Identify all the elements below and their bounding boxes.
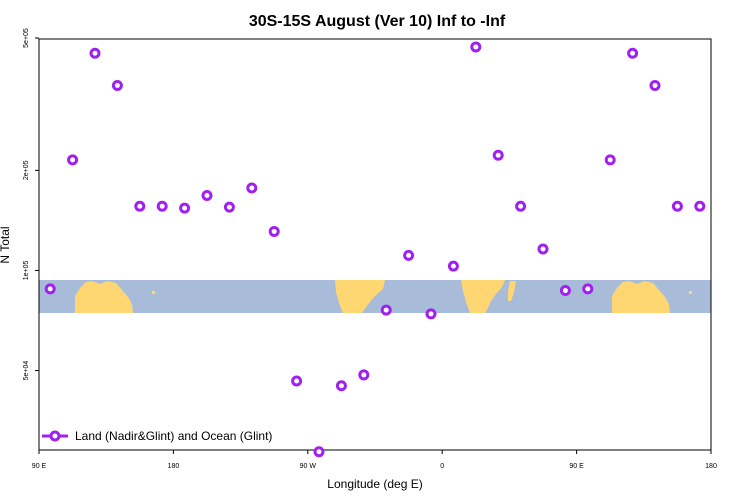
y-tick-label: 2e+05	[23, 160, 30, 180]
data-point	[403, 249, 415, 261]
plot-frame	[38, 38, 712, 451]
land-island	[152, 291, 155, 294]
legend-marker	[49, 430, 61, 442]
land-africa	[461, 280, 505, 313]
data-point	[537, 243, 549, 255]
data-point	[425, 308, 437, 320]
y-tick-label: 5e+04	[23, 361, 30, 381]
land-island	[689, 291, 692, 294]
x-tick-label: 90 E	[32, 463, 47, 470]
map-band	[39, 280, 711, 313]
data-point	[358, 369, 370, 381]
data-point	[649, 79, 661, 91]
data-point	[492, 149, 504, 161]
data-point	[559, 285, 571, 297]
data-point	[156, 200, 168, 212]
x-tick-label: 90 W	[300, 463, 317, 470]
data-point	[470, 41, 482, 53]
data-point	[313, 446, 325, 458]
y-tick-label: 1e+05	[23, 261, 30, 281]
data-point	[291, 375, 303, 387]
legend: Land (Nadir&Glint) and Ocean (Glint)	[42, 429, 272, 443]
data-points	[44, 41, 706, 458]
x-tick-label: 180	[168, 463, 180, 470]
data-point	[223, 201, 235, 213]
data-point	[179, 202, 191, 214]
data-point	[246, 182, 258, 194]
data-point	[268, 225, 280, 237]
data-point	[89, 47, 101, 59]
land-australia-repeat	[612, 281, 670, 313]
data-point	[582, 283, 594, 295]
x-axis: 90 E 180 90 W 0 90 E 180	[32, 450, 717, 470]
data-point	[627, 47, 639, 59]
data-point	[44, 283, 56, 295]
land-australia	[75, 281, 133, 313]
x-tick-label: 0	[440, 463, 444, 470]
legend-label: Land (Nadir&Glint) and Ocean (Glint)	[75, 429, 272, 443]
data-point	[694, 200, 706, 212]
x-tick-label: 90 E	[569, 463, 584, 470]
x-axis-label: Longitude (deg E)	[327, 477, 422, 491]
data-point	[111, 79, 123, 91]
y-axis-label: N Total	[0, 226, 12, 263]
data-point	[335, 380, 347, 392]
y-tick-label: 5e+05	[23, 28, 30, 48]
data-point	[201, 190, 213, 202]
y-axis: 5e+04 1e+05 2e+05 5e+05	[23, 28, 39, 380]
data-point	[671, 200, 683, 212]
data-point	[604, 154, 616, 166]
land-south-america	[335, 280, 385, 313]
data-point	[515, 200, 527, 212]
data-point	[447, 260, 459, 272]
chart-title: 30S-15S August (Ver 10) Inf to -Inf	[249, 13, 506, 30]
data-point	[134, 200, 146, 212]
x-tick-label: 180	[705, 463, 717, 470]
data-point	[380, 304, 392, 316]
land-madagascar	[508, 281, 516, 301]
data-point	[67, 154, 79, 166]
